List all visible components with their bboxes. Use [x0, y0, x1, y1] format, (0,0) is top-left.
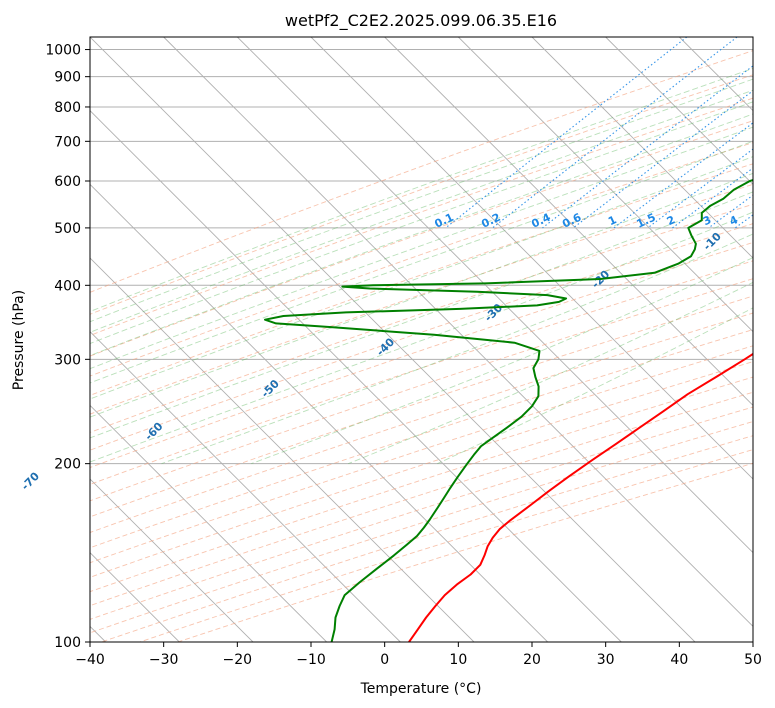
- dry-adiabat: [90, 295, 753, 518]
- isotherm-line: [90, 331, 401, 642]
- x-tick-label: −10: [296, 652, 326, 668]
- moist-adiabat: [90, 191, 753, 439]
- y-tick-label: 200: [54, 457, 81, 473]
- isotherm-line: [384, 37, 753, 406]
- x-tick-label: −20: [223, 652, 253, 668]
- isotherm-line: [458, 37, 753, 333]
- dry-adiabat: [90, 345, 753, 564]
- isotherm-line: [531, 37, 753, 259]
- dry-adiabat: [90, 142, 753, 377]
- moist-adiabat: [90, 78, 753, 323]
- y-axis-ticks: 100 200 300 400 500 600 700 800 900 1000: [45, 43, 90, 651]
- x-tick-label: −40: [75, 652, 105, 668]
- x-tick-label: 50: [744, 652, 762, 668]
- isotherm-line: [90, 257, 475, 642]
- y-tick-label: 500: [54, 221, 81, 237]
- x-tick-label: −30: [149, 652, 179, 668]
- moist-adiabat: [90, 172, 753, 418]
- mixing-ratio-line: [542, 65, 753, 229]
- y-tick-label: 1000: [45, 43, 81, 59]
- isotherm-line: [90, 110, 622, 642]
- dry-adiabat: [90, 260, 753, 485]
- mixing-ratio-line: [492, 37, 738, 229]
- plot-frame: [89, 36, 754, 643]
- y-tick-label: 800: [54, 100, 81, 116]
- moist-adiabat: [90, 89, 753, 333]
- dewpoint-line: [264, 178, 753, 642]
- moist-adiabat: [348, 281, 753, 465]
- dry-adiabat: [90, 361, 753, 578]
- x-tick-label: 10: [449, 652, 467, 668]
- chart-title: wetPf2_C2E2.2025.099.06.35.E16: [285, 11, 557, 31]
- dry-adiabat: [90, 223, 753, 451]
- x-tick-label: 30: [597, 652, 615, 668]
- isotherm-line: [90, 37, 696, 642]
- dry-adiabat: [90, 241, 753, 469]
- y-tick-label: 700: [54, 134, 81, 150]
- temperature-line: [408, 352, 753, 642]
- profile-series: [264, 178, 753, 642]
- dry-adiabat: [90, 329, 753, 549]
- isotherm-line: [163, 37, 753, 627]
- y-tick-label: 600: [54, 174, 81, 190]
- background-lines: [90, 37, 753, 642]
- isotherm-line: [90, 404, 327, 642]
- moist-adiabat: [90, 113, 753, 357]
- y-tick-label: 100: [54, 635, 81, 651]
- x-tick-label: 20: [523, 652, 541, 668]
- y-tick-label: 300: [54, 352, 81, 368]
- isotherm-line: [605, 37, 753, 185]
- isotherm-line: [310, 37, 753, 480]
- dry-adiabat: [90, 97, 753, 337]
- x-axis-title: Temperature (°C): [360, 681, 482, 697]
- mixing-ratio-line: [572, 90, 753, 229]
- y-tick-label: 400: [54, 278, 81, 294]
- x-tick-label: 0: [380, 652, 389, 668]
- y-axis-title: Pressure (hPa): [11, 290, 27, 390]
- isotherm-line: [90, 183, 548, 642]
- dry-adiabat: [90, 278, 753, 502]
- isotherm-line: [237, 37, 753, 554]
- x-tick-label: 40: [670, 652, 688, 668]
- x-axis-ticks: −40 −30 −20 −10 0 10 20 30 40 50: [75, 642, 762, 668]
- moist-adiabat: [90, 156, 753, 400]
- y-tick-label: 900: [54, 70, 81, 86]
- moist-adiabat: [90, 67, 753, 312]
- moist-adiabat: [161, 233, 753, 465]
- moist-adiabat: [251, 257, 753, 465]
- plot-area: [90, 37, 753, 642]
- moist-adiabat: [90, 140, 753, 384]
- mixing-ratio-line: [672, 167, 753, 229]
- dry-adiabat: [90, 50, 753, 293]
- dry-adiabat: [90, 391, 753, 607]
- dry-adiabat: [90, 163, 753, 396]
- moist-adiabat: [90, 126, 753, 370]
- dry-adiabat: [90, 312, 753, 533]
